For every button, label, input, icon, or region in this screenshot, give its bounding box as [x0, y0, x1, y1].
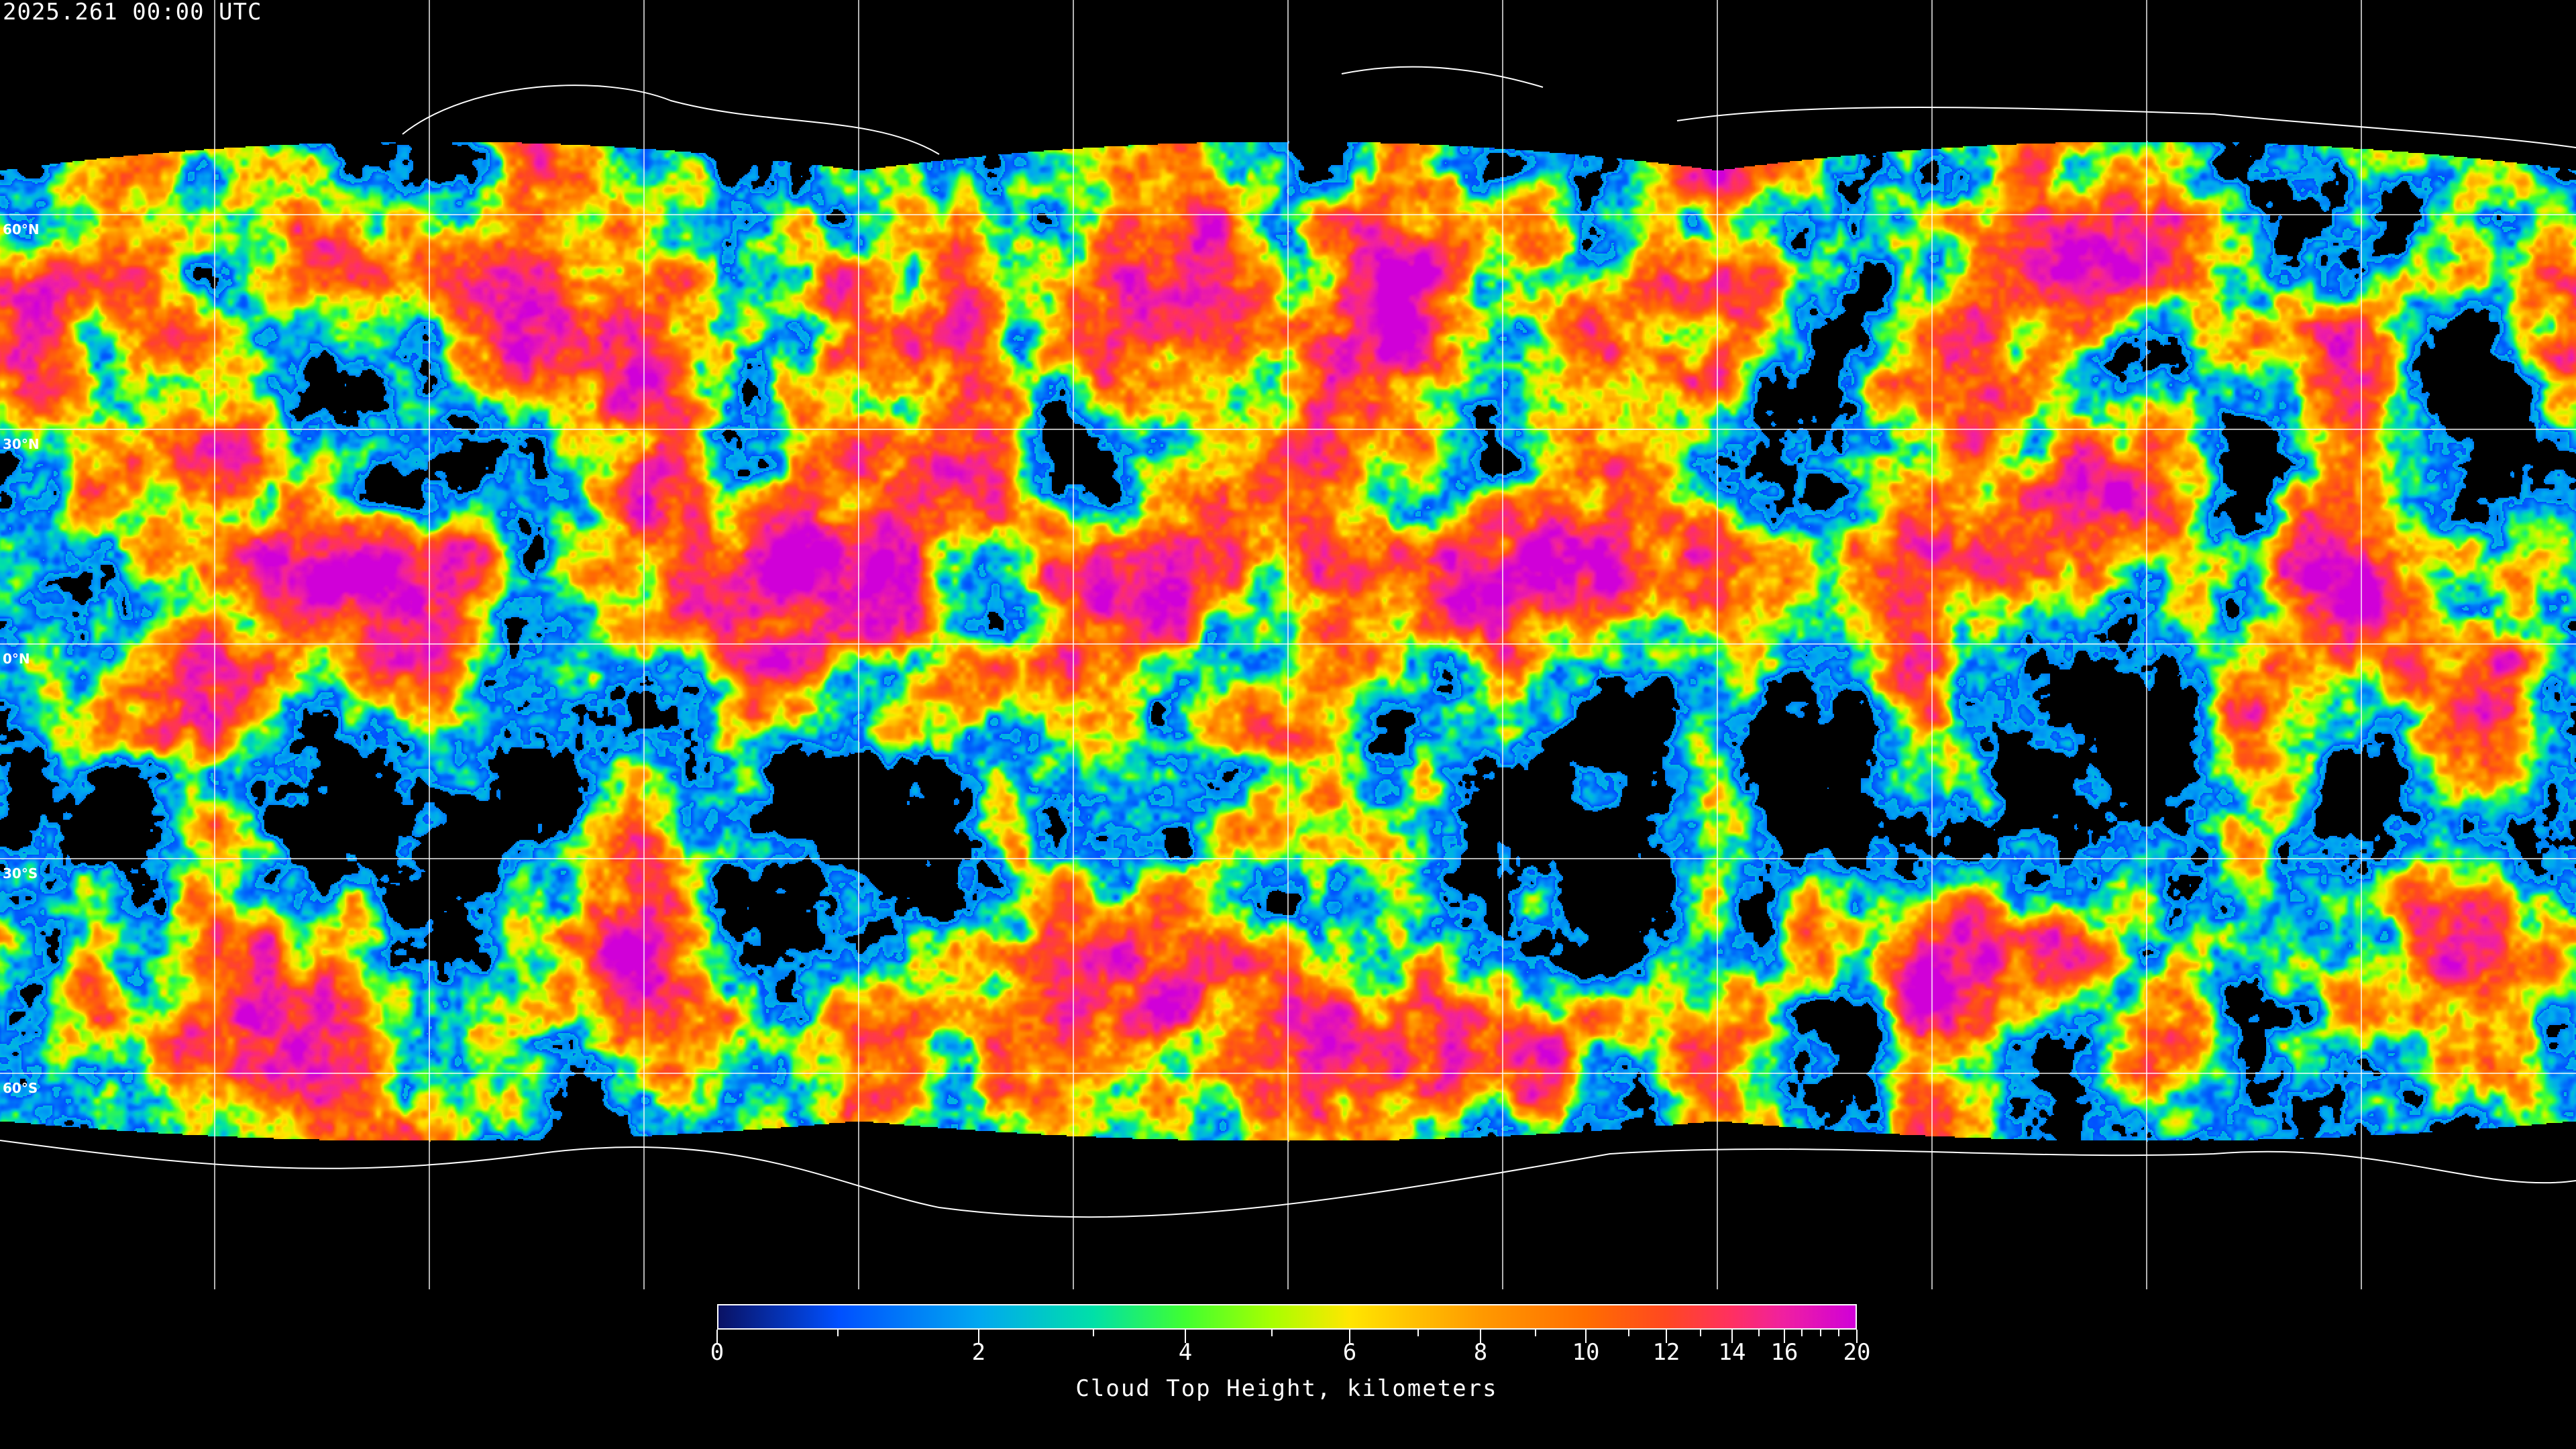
colorbar-tick	[1819, 1330, 1821, 1336]
colorbar-tick-label: 16	[1770, 1339, 1799, 1366]
colorbar-tick	[1417, 1330, 1419, 1336]
colorbar-tick	[837, 1330, 839, 1336]
lat-label-0n: 0°N	[3, 651, 30, 667]
colorbar	[717, 1304, 1857, 1330]
colorbar-tick-label: 20	[1843, 1339, 1871, 1366]
colorbar-tick	[1731, 1330, 1733, 1343]
colorbar-tick	[1534, 1330, 1536, 1336]
colorbar-tick	[1271, 1330, 1273, 1336]
colorbar-tick	[716, 1330, 718, 1343]
colorbar-tick	[1837, 1330, 1839, 1336]
colorbar-tick	[1665, 1330, 1667, 1343]
colorbar-tick	[1758, 1330, 1760, 1336]
colorbar-tick-label: 14	[1718, 1339, 1746, 1366]
colorbar-tick	[1092, 1330, 1094, 1336]
colorbar-tick-label: 8	[1473, 1339, 1488, 1366]
colorbar-tick	[1184, 1330, 1186, 1343]
colorbar-tick	[1856, 1330, 1858, 1343]
colorbar-tick-label: 2	[971, 1339, 986, 1366]
colorbar-tick-label: 6	[1342, 1339, 1357, 1366]
colorbar-tick	[1479, 1330, 1481, 1343]
colorbar-tick-label: 4	[1178, 1339, 1193, 1366]
colorbar-tick	[1585, 1330, 1587, 1343]
colorbar-tick-label: 10	[1572, 1339, 1600, 1366]
lat-label-60s: 60°S	[3, 1080, 38, 1096]
colorbar-tick	[1348, 1330, 1350, 1343]
lat-label-30n: 30°N	[3, 436, 40, 452]
timestamp: 2025.261 00:00 UTC	[3, 0, 262, 25]
lat-label-30s: 30°S	[3, 865, 38, 881]
lat-lon-gridlines	[0, 0, 2576, 1289]
coastlines	[0, 66, 2576, 1218]
colorbar-title: Cloud Top Height, kilometers	[1075, 1375, 1498, 1402]
colorbar-tick	[1783, 1330, 1785, 1343]
colorbar-tick	[1700, 1330, 1702, 1336]
colorbar-tick	[1801, 1330, 1803, 1336]
colorbar-tick-label: 0	[710, 1339, 724, 1366]
lat-label-60n: 60°N	[3, 221, 40, 237]
colorbar-tick	[977, 1330, 979, 1343]
colorbar-tick-label: 12	[1652, 1339, 1680, 1366]
colorbar-tick	[1628, 1330, 1630, 1336]
